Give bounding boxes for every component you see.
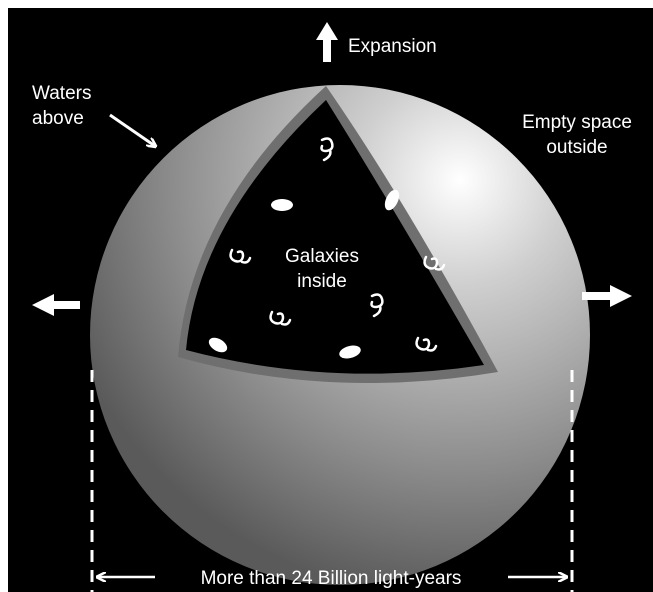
page: {"labels": { "expansion": "Expansion", "…: [0, 0, 653, 592]
size-label: More than 24 Billion light-years: [201, 568, 462, 589]
galaxies-label: Galaxies: [285, 246, 359, 267]
diagram: Expansion Waters above Empty space outsi…: [0, 0, 653, 592]
empty-space-label: Empty space: [522, 112, 632, 133]
expansion-label: Expansion: [348, 36, 437, 57]
waters-above-label: above: [32, 108, 84, 129]
empty-space-label: outside: [546, 137, 607, 158]
elliptical-galaxy: [271, 199, 293, 211]
waters-above-label: Waters: [32, 83, 91, 104]
galaxies-label: inside: [297, 271, 347, 292]
